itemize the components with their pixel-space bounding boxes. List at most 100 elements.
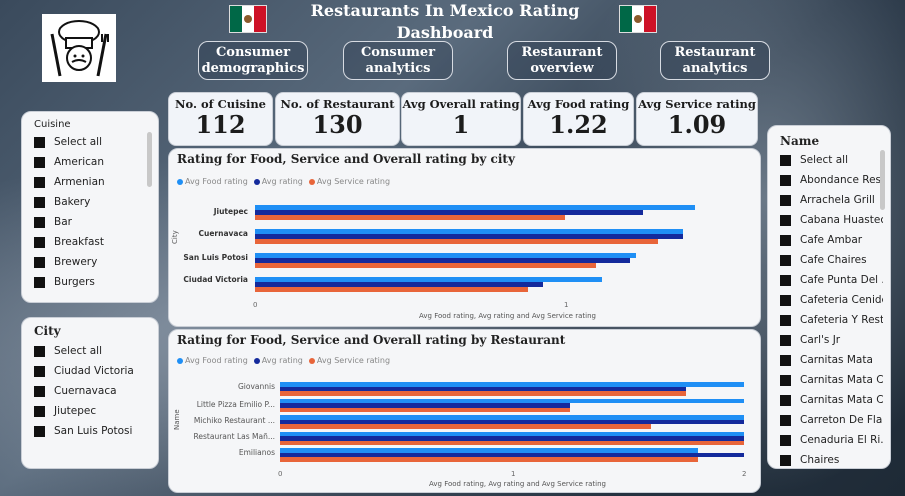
bar-overall-1[interactable] [255, 234, 683, 239]
checkbox-icon[interactable] [780, 454, 791, 466]
slicer-item[interactable]: Chaires [780, 450, 883, 468]
slicer-item[interactable]: Brewery [34, 252, 149, 272]
slicer-item[interactable]: Bakery [34, 192, 149, 212]
bar-food-1[interactable] [255, 229, 683, 234]
bar-overall-2[interactable] [255, 258, 631, 263]
bar-overall-4[interactable] [280, 452, 744, 457]
bar-food-4[interactable] [280, 448, 698, 453]
bar-food-0[interactable] [255, 205, 696, 210]
x-axis-title: Avg Food rating, Avg rating and Avg Serv… [419, 312, 596, 320]
scrollbar[interactable] [147, 132, 152, 187]
legend-overall: Avg rating [261, 356, 303, 365]
bar-service-1[interactable] [280, 407, 570, 412]
slicer-item[interactable]: Cafe Ambar [780, 230, 883, 250]
scrollbar[interactable] [880, 150, 885, 210]
checkbox-icon[interactable] [780, 354, 791, 366]
checkbox-icon[interactable] [780, 374, 791, 386]
bar-service-2[interactable] [255, 263, 596, 268]
slicer-item[interactable]: Carreton De Fla... [780, 410, 883, 430]
slicer-item[interactable]: Jiutepec [34, 401, 154, 421]
nav-restaurant-overview-button[interactable]: Restaurant overview [507, 41, 617, 80]
bar-service-0[interactable] [255, 215, 565, 220]
checkbox-icon[interactable] [34, 136, 45, 148]
bar-overall-3[interactable] [255, 282, 544, 287]
slicer-item[interactable]: Ciudad Victoria [34, 361, 154, 381]
bar-food-3[interactable] [280, 431, 744, 436]
bar-food-3[interactable] [255, 277, 603, 282]
bar-food-0[interactable] [280, 382, 744, 387]
checkbox-icon[interactable] [34, 425, 45, 437]
checkbox-icon[interactable] [780, 214, 791, 226]
bar-service-1[interactable] [255, 239, 658, 244]
checkbox-icon[interactable] [34, 256, 45, 268]
slicer-item[interactable]: Cabana Huasteca [780, 210, 883, 230]
cuisine-slicer: Cuisine Select all American Armenian Bak… [21, 111, 159, 303]
nav-consumer-demographics-button[interactable]: Consumer demographics [198, 41, 308, 80]
nav-consumer-analytics-button[interactable]: Consumer analytics [343, 41, 453, 80]
checkbox-icon[interactable] [34, 236, 45, 248]
slicer-item[interactable]: Abondance Res... [780, 170, 883, 190]
checkbox-icon[interactable] [34, 176, 45, 188]
slicer-item[interactable]: Carnitas Mata C... [780, 390, 883, 410]
bar-overall-0[interactable] [280, 386, 686, 391]
checkbox-icon[interactable] [780, 314, 791, 326]
checkbox-icon[interactable] [34, 276, 45, 288]
slicer-item[interactable]: Cuernavaca [34, 381, 154, 401]
nav-restaurant-analytics-button[interactable]: Restaurant analytics [660, 41, 770, 80]
checkbox-icon[interactable] [780, 254, 791, 266]
slicer-item[interactable]: Carl's Jr [780, 330, 883, 350]
slicer-item[interactable]: Arrachela Grill [780, 190, 883, 210]
slicer-item[interactable]: San Luis Potosi [34, 421, 154, 441]
checkbox-icon[interactable] [780, 434, 791, 446]
checkbox-icon[interactable] [780, 174, 791, 186]
kpi-value: 1 [452, 110, 470, 139]
slicer-item[interactable]: Select all [34, 132, 149, 152]
kpi-label: Avg Service rating [638, 97, 756, 111]
checkbox-icon[interactable] [780, 414, 791, 426]
slicer-item[interactable]: Cafe Punta Del ... [780, 270, 883, 290]
bar-service-4[interactable] [280, 457, 698, 462]
slicer-item[interactable]: Breakfast [34, 232, 149, 252]
bar-overall-2[interactable] [280, 419, 744, 424]
bar-food-2[interactable] [280, 415, 744, 420]
checkbox-icon[interactable] [34, 385, 45, 397]
slicer-item[interactable]: American [34, 152, 149, 172]
slicer-item[interactable]: Select all [780, 150, 883, 170]
bar-service-3[interactable] [280, 440, 744, 445]
x-tick-label: 0 [253, 301, 258, 309]
bar-service-0[interactable] [280, 391, 686, 396]
checkbox-icon[interactable] [34, 405, 45, 417]
slicer-item[interactable]: Cafe Chaires [780, 250, 883, 270]
checkbox-icon[interactable] [780, 194, 791, 206]
bar-service-3[interactable] [255, 287, 528, 292]
bar-overall-3[interactable] [280, 436, 744, 441]
slicer-item[interactable]: Carnitas Mata C... [780, 370, 883, 390]
checkbox-icon[interactable] [780, 234, 791, 246]
bar-overall-1[interactable] [280, 403, 570, 408]
checkbox-icon[interactable] [780, 154, 791, 166]
checkbox-icon[interactable] [780, 394, 791, 406]
checkbox-icon[interactable] [34, 216, 45, 228]
slicer-item[interactable]: Bar [34, 212, 149, 232]
checkbox-icon[interactable] [780, 334, 791, 346]
slicer-item[interactable]: Burgers [34, 272, 149, 292]
mexico-flag-icon [619, 5, 657, 33]
y-tick-label: Jiutepec [213, 207, 248, 216]
slicer-item[interactable]: Cenaduria El Ri... [780, 430, 883, 450]
checkbox-icon[interactable] [780, 294, 791, 306]
slicer-item[interactable]: Carnitas Mata [780, 350, 883, 370]
checkbox-icon[interactable] [780, 274, 791, 286]
slicer-item[interactable]: Cafeteria Y Rest... [780, 310, 883, 330]
slicer-item[interactable]: Select all [34, 341, 154, 361]
bar-food-1[interactable] [280, 398, 744, 403]
slicer-item[interactable]: Armenian [34, 172, 149, 192]
bar-overall-0[interactable] [255, 210, 643, 215]
bar-food-2[interactable] [255, 253, 637, 258]
checkbox-icon[interactable] [34, 196, 45, 208]
checkbox-icon[interactable] [34, 365, 45, 377]
checkbox-icon[interactable] [34, 345, 45, 357]
bar-service-2[interactable] [280, 424, 652, 429]
checkbox-icon[interactable] [34, 156, 45, 168]
slicer-item[interactable]: Cafeteria Cenidet [780, 290, 883, 310]
city-rating-chart: Rating for Food, Service and Overall rat… [168, 148, 761, 327]
